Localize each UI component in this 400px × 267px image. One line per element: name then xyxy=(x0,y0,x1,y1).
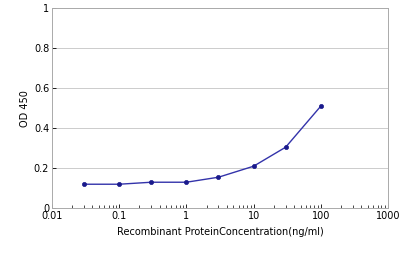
X-axis label: Recombinant ProteinConcentration(ng/ml): Recombinant ProteinConcentration(ng/ml) xyxy=(117,227,323,237)
Y-axis label: OD 450: OD 450 xyxy=(20,90,30,127)
